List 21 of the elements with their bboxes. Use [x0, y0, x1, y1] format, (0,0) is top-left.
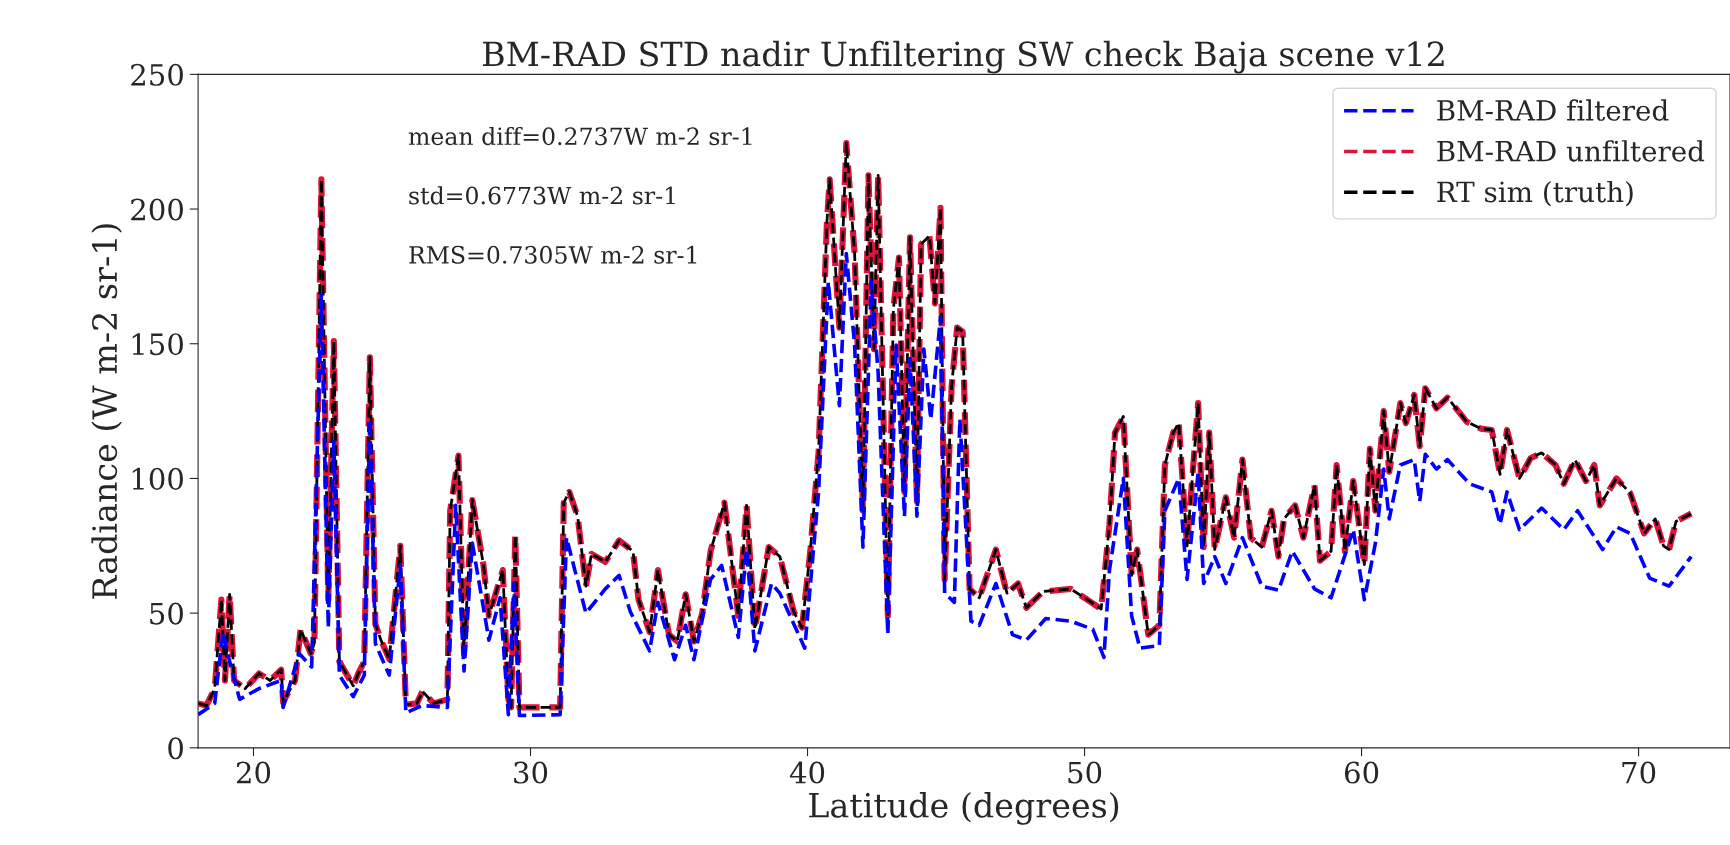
y-tick-label: 100 — [132, 467, 183, 490]
annotation: mean diff=0.2737W m-2 sr-1 — [408, 126, 752, 146]
annotation: RMS=0.7305W m-2 sr-1 — [409, 245, 697, 264]
y-tick-label: 200 — [131, 198, 183, 221]
x-tick-label: 60 — [1344, 761, 1379, 784]
y-tick-label: 250 — [131, 63, 183, 86]
y-tick-label: 50 — [150, 602, 183, 625]
chart-title: BM-RAD STD nadir Unfiltering SW check Baja scene v12 — [483, 40, 1444, 74]
x-tick-label: 20 — [236, 761, 271, 784]
x-tick-label: 50 — [1068, 761, 1102, 784]
y-axis-title: Radiance (W m-2 sr-1) — [91, 224, 122, 599]
y-tick-label: 150 — [132, 333, 183, 356]
y-tick-label: 0 — [168, 737, 183, 760]
x-axis-title: Latitude (degrees) — [809, 792, 1119, 825]
legend-label: RT sim (truth) — [1437, 180, 1633, 207]
x-tick-label: 30 — [514, 761, 548, 784]
x-tick-label: 40 — [789, 761, 825, 784]
legend-label: BM-RAD unfiltered — [1437, 140, 1705, 162]
x-tick-label: 70 — [1622, 761, 1656, 784]
annotation: std=0.6773W m-2 sr-1 — [409, 186, 675, 205]
legend-label: BM-RAD filtered — [1437, 99, 1669, 121]
